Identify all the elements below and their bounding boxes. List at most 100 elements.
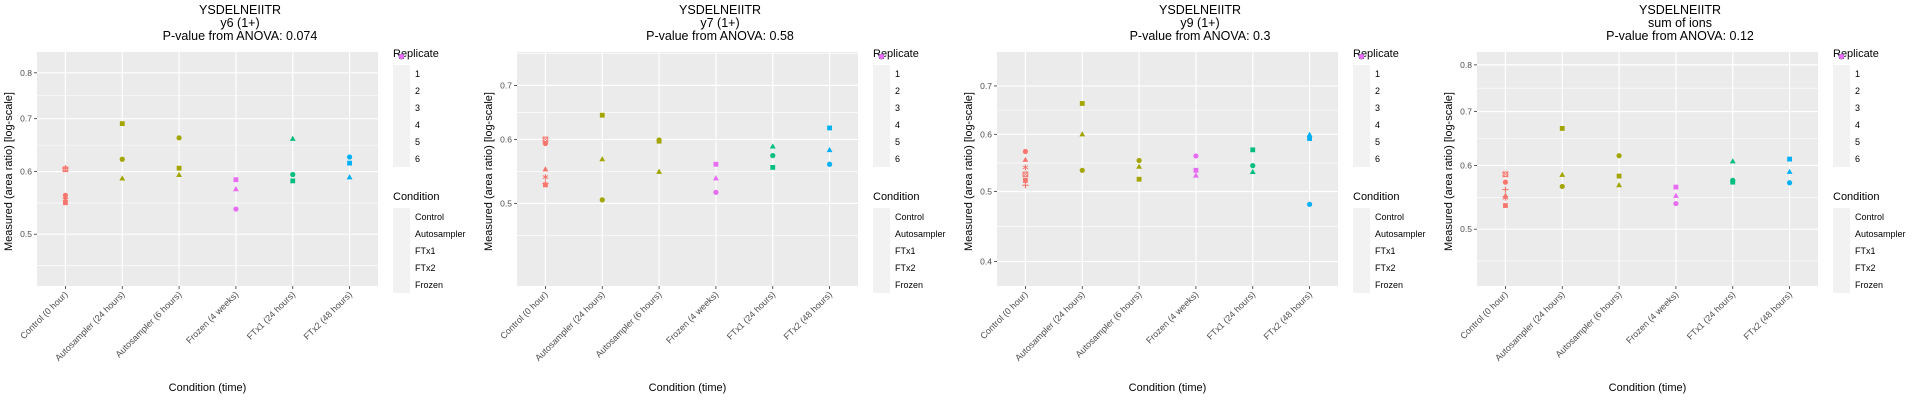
circle-icon [393, 53, 410, 276]
legend-condition-title: Condition [1353, 191, 1400, 203]
legend: Replicate 1 2 3 4 5 6 Condition Control Autosa… [1833, 48, 1920, 293]
legend-label: 5 [1375, 136, 1381, 147]
data-point [1193, 153, 1199, 159]
data-point [1136, 157, 1142, 164]
circle-icon [873, 53, 890, 242]
legend-label: 3 [895, 102, 901, 113]
legend-item-condition: Control [1833, 53, 1920, 225]
y-tick-label: 0.7 [20, 114, 32, 124]
x-tick-label: FTx2 (48 hours) [302, 289, 354, 341]
chart-caption: P-value from ANOVA: 0.58 [646, 29, 794, 43]
data-point [1193, 172, 1199, 178]
data-point [1502, 171, 1509, 178]
circle-icon [873, 53, 890, 293]
legend-label: Frozen [415, 279, 444, 290]
plus-icon [1353, 53, 1370, 133]
y-tick-label: 0.6 [1460, 160, 1472, 170]
legend-label: 3 [1855, 102, 1861, 113]
data-point [1250, 163, 1256, 169]
x-tick-label: FTx1 (24 hours) [725, 289, 777, 341]
data-point [1193, 167, 1199, 173]
x-tick-label: FTx2 (48 hours) [1262, 289, 1314, 341]
chart-caption: P-value from ANOVA: 0.3 [1129, 29, 1271, 43]
triangle-icon [873, 53, 890, 99]
legend-item-replicate: 5 [1833, 54, 1920, 150]
legend-condition-title: Condition [1833, 191, 1880, 203]
chart-panel-3: 0.4 0.5 0.6 0.7 Control (0 hour) Autosampler … [960, 0, 1440, 400]
legend-item-replicate: 4 [393, 53, 483, 133]
data-point [1616, 153, 1622, 159]
legend-item-condition: Frozen [873, 53, 963, 293]
y-axis-label: Measured (area ratio) [log-scale] [3, 92, 15, 251]
chart-title: YSDELNEIITR [1639, 3, 1721, 17]
legend-label: Control [1855, 211, 1885, 222]
legend-label: 2 [1855, 85, 1861, 96]
x-axis-label: Condition (time) [1128, 382, 1207, 394]
asterisk-icon [1833, 53, 1850, 167]
data-point [826, 146, 833, 153]
data-point [1306, 201, 1313, 207]
circle-icon [393, 54, 410, 82]
chart-caption: P-value from ANOVA: 0.074 [162, 29, 318, 43]
square-icon [1833, 54, 1850, 116]
data-point [713, 161, 719, 167]
x-tick-label: Control (0 hour) [978, 289, 1030, 341]
data-point [346, 154, 353, 160]
legend-label: 3 [1375, 102, 1381, 113]
legend-item-replicate: 4 [1833, 53, 1920, 133]
data-point [290, 178, 296, 184]
legend: Replicate 1 2 3 4 5 6 Condition Control Autosa… [393, 48, 483, 293]
panel-background [37, 52, 378, 286]
data-point [656, 168, 662, 174]
data-point [119, 156, 125, 162]
circle-icon [1833, 53, 1850, 225]
data-point [1673, 184, 1679, 190]
x-tick-label: Autosampler (6 hours) [113, 289, 183, 359]
y-tick-label: 0.8 [1460, 60, 1472, 70]
x-tick-label: FTx1 (24 hours) [1685, 289, 1737, 341]
data-point [1022, 164, 1029, 171]
data-point [542, 166, 549, 172]
legend-label: 1 [1855, 68, 1861, 79]
legend-label: Autosampler [1375, 228, 1426, 239]
legend-item-condition: Autosampler [873, 53, 963, 242]
asterisk-icon [873, 53, 890, 167]
legend-item-replicate: 6 [873, 53, 963, 167]
circle-icon [393, 53, 410, 242]
data-point [1502, 194, 1509, 201]
x-tick-label: Autosampler (6 hours) [1553, 289, 1623, 359]
data-point [770, 165, 776, 170]
legend-label: 4 [415, 119, 421, 130]
data-point [1136, 163, 1142, 169]
circle-icon [1833, 53, 1850, 293]
legend-replicate-title: Replicate [1833, 48, 1879, 60]
chart-panel-1: 0.5 0.6 0.7 0.8 Control (0 hour) Autosampler … [0, 0, 480, 400]
legend-item-replicate: 1 [1833, 54, 1920, 82]
data-point [1022, 171, 1029, 178]
square-icon [873, 54, 890, 116]
circle-icon [873, 53, 890, 259]
data-point [542, 180, 549, 187]
data-point [233, 177, 239, 183]
triangle-icon [393, 53, 410, 99]
legend-item-condition: FTx1 [873, 53, 963, 259]
circle-icon [1833, 53, 1850, 276]
legend-item-replicate: 4 [873, 53, 963, 133]
triangle-icon [1353, 53, 1370, 99]
legend-replicate-title: Replicate [873, 48, 919, 60]
legend-label: FTx1 [1855, 245, 1876, 256]
data-point [346, 174, 353, 180]
legend-item-replicate: 1 [1353, 54, 1443, 82]
legend-label: Frozen [1855, 279, 1884, 290]
data-point [1023, 178, 1028, 183]
legend-label: FTx2 [895, 262, 916, 273]
legend-label: 4 [1855, 119, 1861, 130]
data-point [1307, 136, 1312, 141]
data-point [176, 171, 182, 178]
legend-label: 6 [895, 153, 901, 164]
data-point [826, 161, 833, 167]
x-tick-label: FTx1 (24 hours) [1205, 289, 1257, 341]
circle-icon [1833, 53, 1850, 259]
data-point [63, 200, 68, 206]
